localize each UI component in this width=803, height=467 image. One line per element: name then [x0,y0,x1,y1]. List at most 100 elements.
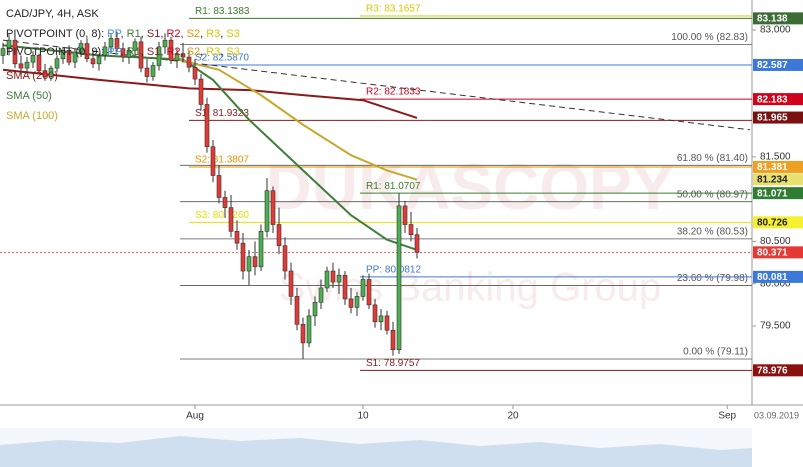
separator: , [200,46,203,58]
separator: , [181,28,184,40]
y-tick-label: 83.000 [760,25,791,36]
candle-body [240,242,246,272]
candle-body [318,287,324,303]
pivot-legend-item: PP [107,28,121,40]
candle-body [324,270,330,289]
pivot-label: S3: 80.7260 [195,210,249,221]
candle-body [354,296,360,308]
fib-label: 61.80 % (81.40) [677,153,748,164]
candle-body [360,279,366,297]
candle-body [270,190,276,225]
separator: , [121,46,124,58]
candle-body [114,38,120,49]
candle-body [402,205,408,225]
candle-body [294,296,300,325]
candle-body [234,230,240,244]
candle-body [414,234,420,253]
candle-body [210,146,216,176]
sma-line [2,68,418,119]
separator: , [160,28,163,40]
candle-body [378,315,384,323]
candle-body [348,298,354,308]
pivot-legend-item: R2 [166,28,180,40]
candle-body [42,70,48,77]
candle-body [60,50,66,60]
fib-label: 50.00 % (80.97) [677,189,748,200]
fib-label: 100.00 % (82.83) [671,32,748,43]
separator: , [200,28,203,40]
candle-body [198,78,204,105]
pivot-legend: PIVOTPOINT (0, 9): PP, R1, S1, R2, S2, R… [6,46,240,58]
candle-body [102,46,108,56]
pivot-legend-item: S1 [147,46,160,58]
y-tick-label: 80.000 [760,278,791,289]
candle-body [126,50,132,58]
pivot-label: PP: 80.0812 [366,265,421,276]
candle-body [72,51,78,63]
candle-body [96,55,102,65]
candle-body [300,324,306,344]
candle-body [312,302,318,317]
candle-body [120,48,126,58]
x-tick-label: 20 [507,411,519,422]
candle-body [0,48,6,56]
price-label-box [753,111,803,124]
price-label-box [753,270,803,283]
candle-body [366,279,372,306]
separator: , [121,28,124,40]
pivot-legend-item: R2 [166,46,180,58]
price-label: 83.138 [757,13,788,24]
price-label: 82.183 [757,94,788,105]
pivot-legend-item: S2 [187,46,200,58]
candle-body [216,175,222,198]
candle-body [36,55,42,71]
x-tick-label: Aug [186,411,204,422]
pivot-label: S1: 81.9323 [195,108,249,119]
candle-body [204,104,210,148]
candle-body [192,66,198,80]
navigator [0,428,752,467]
separator: , [220,28,223,40]
candle-body [30,55,36,63]
candle-body [54,58,60,69]
fib-label: 23.60 % (79.98) [677,273,748,284]
legend-entry: SMA (50) [6,90,52,102]
pivot-legend-item: S3 [226,28,239,40]
candle-body [384,315,390,331]
candle-body [6,39,12,49]
navigator-area [0,436,752,467]
pivot-label: R2: 82.1833 [366,87,421,98]
price-label: 81.234 [757,175,788,186]
x-tick-label: Sep [718,411,736,422]
pivot-legend-item: R1 [127,28,141,40]
candle-body [144,67,150,77]
separator: , [160,46,163,58]
price-label: 80.081 [757,272,788,283]
candle-body [228,207,234,232]
price-label-box [753,58,803,71]
separator: , [141,28,144,40]
y-tick-label: 79.500 [760,321,791,332]
candle-body [180,53,186,58]
candle-body [390,329,396,350]
price-label-box [753,160,803,173]
candle-body [84,43,90,60]
candle-body [408,224,414,235]
candle-body [168,39,174,61]
candle-body [222,197,228,208]
price-label-box [753,12,803,25]
watermark: DUKASCOPY [266,151,675,223]
candle-body [186,56,192,68]
price-label-box [753,93,803,106]
chart-title: CAD/JPY, 4H, ASK [6,8,99,20]
legend-entry: SMA (200) [6,70,58,82]
price-label-box [753,246,803,259]
pivot-legend-item: PIVOTPOINT (0, 9): [6,46,104,58]
y-tick-label: 81.500 [760,152,791,163]
candle-body [306,315,312,344]
candle-body [258,230,264,268]
price-label: 78.976 [757,365,788,376]
pivot-legend-item: S2 [187,28,200,40]
candle-body [330,270,336,283]
